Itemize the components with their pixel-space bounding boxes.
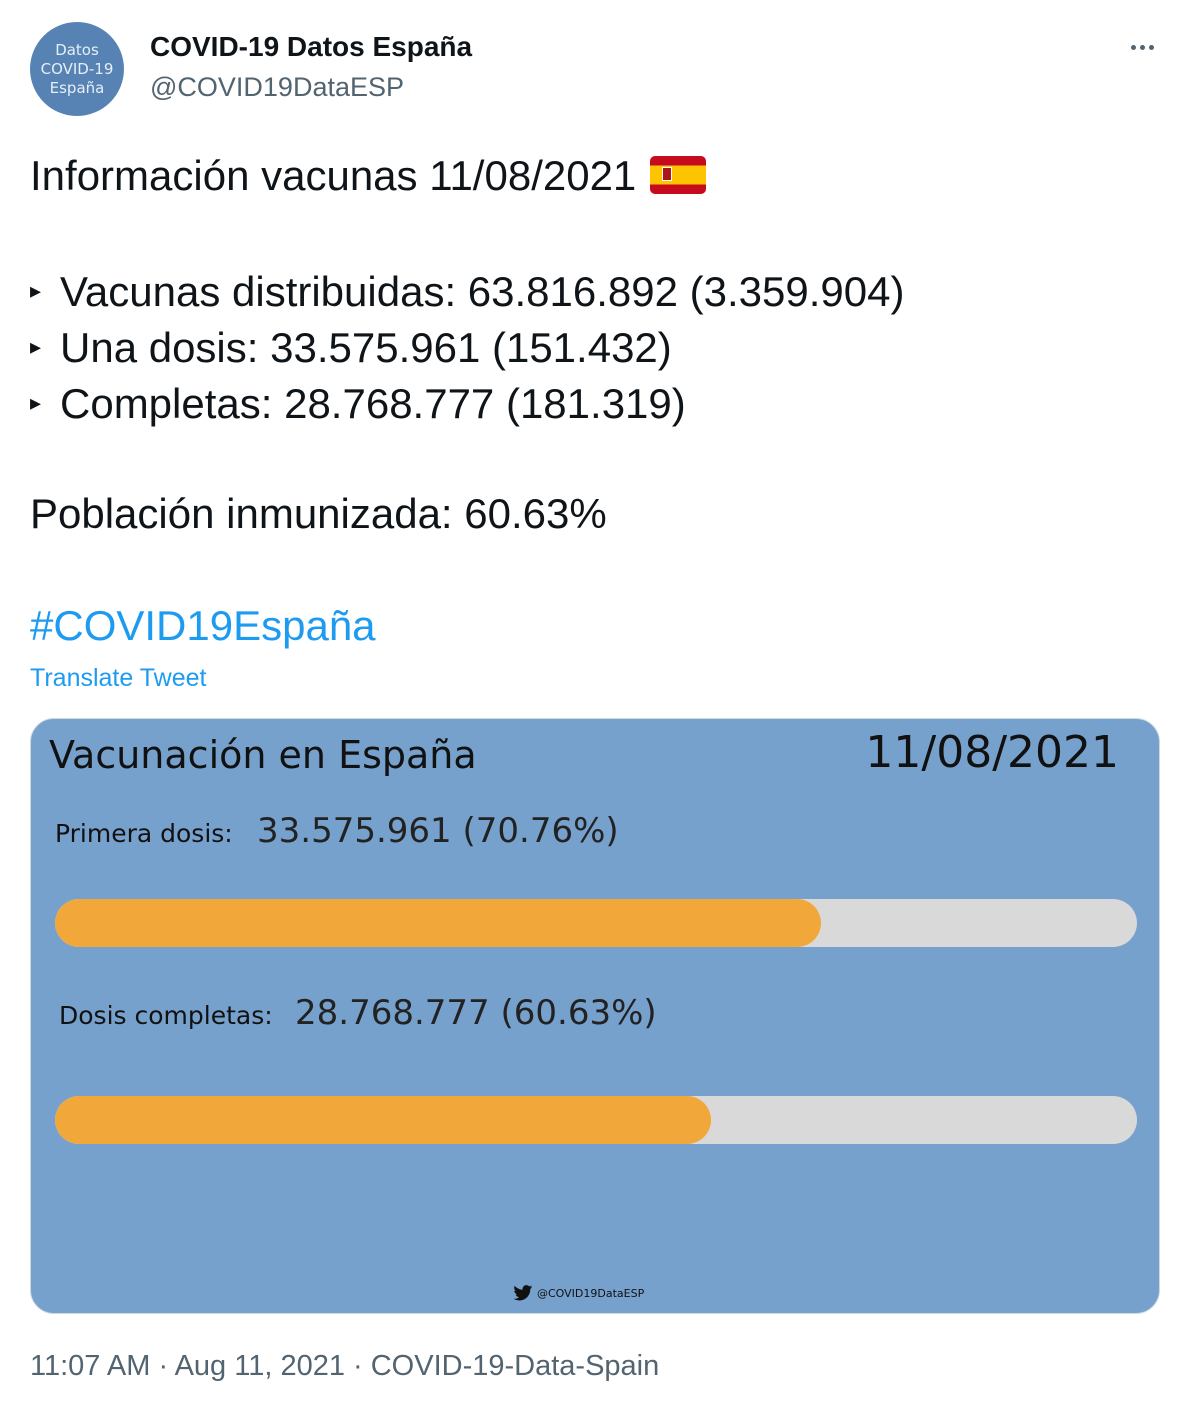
tweet-title-line: Información vacunas 11/08/2021 — [30, 152, 707, 200]
avatar[interactable]: Datos COVID-19 España — [30, 22, 124, 116]
tweet-bullet-line: ▸ Completas: 28.768.777 (181.319) — [30, 380, 686, 428]
bullet-icon: ▸ — [30, 277, 42, 303]
watermark-text: @COVID19DataESP — [537, 1286, 645, 1300]
watermark: @COVID19DataESP — [513, 1285, 644, 1301]
tweet-date[interactable]: Aug 11, 2021 — [174, 1350, 345, 1382]
tweet-line-distribuidas: Vacunas distribuidas: 63.816.892 (3.359.… — [60, 268, 905, 315]
dosis-completas-label: Dosis completas: — [59, 1001, 273, 1030]
dosis-completas-progress-track — [55, 1096, 1137, 1144]
tweet-time[interactable]: 11:07 AM — [30, 1350, 151, 1382]
avatar-line: COVID-19 — [40, 59, 114, 78]
tweet-title: Información vacunas 11/08/2021 — [30, 152, 637, 199]
tweet-line-una-dosis: Una dosis: 33.575.961 (151.432) — [60, 324, 672, 371]
hashtag-link[interactable]: #COVID19España — [30, 602, 376, 649]
bullet-icon: ▸ — [30, 389, 42, 415]
avatar-line: España — [49, 78, 105, 97]
tweet-bullet-line: ▸ Vacunas distribuidas: 63.816.892 (3.359… — [30, 268, 904, 316]
primera-dosis-progress-track — [55, 899, 1137, 947]
display-name[interactable]: COVID-19 Datos España — [150, 31, 473, 62]
twitter-bird-icon — [513, 1285, 533, 1301]
media-image-card[interactable]: Vacunación en España 11/08/2021 Primera … — [30, 718, 1160, 1314]
more-options-icon[interactable] — [1124, 34, 1160, 60]
separator: · — [150, 1350, 175, 1382]
primera-dosis-value: 33.575.961 (70.76%) — [257, 811, 619, 851]
primera-dosis-label: Primera dosis: — [55, 819, 233, 848]
user-handle[interactable]: @COVID19DataESP — [150, 72, 405, 102]
dosis-completas-progress-fill — [55, 1096, 712, 1144]
tweet-source[interactable]: COVID-19-Data-Spain — [370, 1350, 660, 1382]
spain-flag-icon — [650, 155, 707, 194]
bullet-icon: ▸ — [30, 333, 42, 359]
tweet-metadata: 11:07 AM · Aug 11, 2021 · COVID-19-Data-… — [30, 1350, 659, 1383]
dosis-completas-value: 28.768.777 (60.63%) — [295, 993, 657, 1033]
tweet-bullet-line: ▸ Una dosis: 33.575.961 (151.432) — [30, 324, 672, 372]
tweet-poblacion: Población inmunizada: 60.63% — [30, 490, 607, 537]
translate-tweet-link[interactable]: Translate Tweet — [30, 664, 207, 692]
primera-dosis-progress-fill — [55, 899, 821, 947]
card-title: Vacunación en España — [49, 733, 477, 777]
tweet-line-completas: Completas: 28.768.777 (181.319) — [60, 380, 686, 427]
separator: · — [344, 1350, 371, 1382]
card-date: 11/08/2021 — [865, 727, 1119, 778]
avatar-line: Datos — [55, 40, 99, 59]
